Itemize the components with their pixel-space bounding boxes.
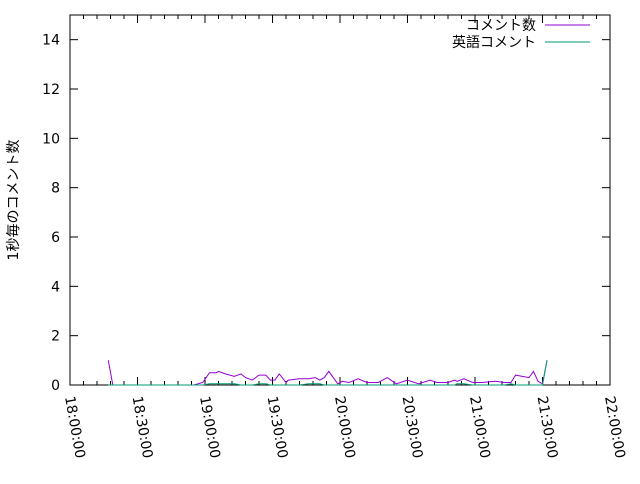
y-tick-label: 6: [51, 230, 60, 246]
legend-label-1: 英語コメント: [452, 34, 536, 51]
y-tick-label: 14: [42, 33, 60, 49]
y-tick-label: 4: [51, 279, 60, 295]
series-line-0: [108, 360, 547, 385]
series-lines: [108, 360, 547, 385]
x-tick-label: 19:30:00: [264, 395, 291, 460]
y-tick-label: 8: [51, 181, 60, 197]
x-tick-label: 19:00:00: [196, 395, 223, 460]
x-tick-label: 20:30:00: [399, 395, 426, 460]
x-tick-label: 20:00:00: [331, 395, 358, 460]
x-tick-label: 22:00:00: [601, 395, 628, 460]
y-tick-label: 10: [42, 131, 60, 147]
x-tick-label: 18:00:00: [61, 395, 88, 460]
axes: 0 2 4 6 8 10 12 14 18:00:00 18:30:00 19:00:00 19:30…: [42, 15, 628, 460]
x-tick-label: 21:30:00: [534, 395, 561, 460]
legend-label-0: コメント数: [466, 18, 536, 34]
legend: コメント数 英語コメント: [452, 18, 590, 51]
y-tick-label: 0: [51, 378, 60, 394]
y-tick-label: 2: [51, 329, 60, 345]
y-tick-label: 12: [42, 82, 60, 98]
plot-border: [70, 15, 610, 385]
x-tick-label: 18:30:00: [129, 395, 156, 460]
y-axis-label: 1秒毎のコメント数: [6, 140, 22, 261]
x-tick-label: 21:00:00: [466, 395, 493, 460]
